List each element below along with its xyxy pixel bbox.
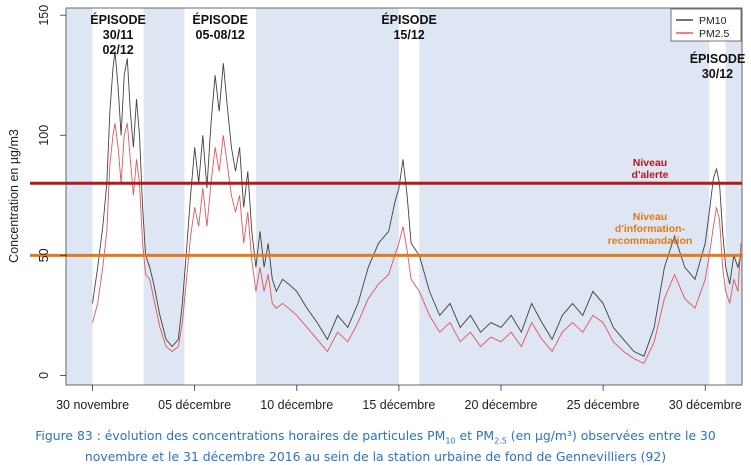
episode-band [709, 8, 726, 385]
figure-caption: Figure 83 : évolution des concentrations… [0, 428, 751, 465]
caption-part3: (en µg/m³) observées entre le 30 [506, 428, 716, 443]
episode-label: 02/12 [102, 43, 133, 57]
y-tick-label: 0 [37, 372, 51, 379]
x-tick-label: 30 novembre [56, 398, 129, 412]
caption-sub2: 2.5 [494, 436, 507, 446]
episode-label: 15/12 [393, 28, 424, 42]
pollution-chart: Niveaud'alerteNiveaud'information-recomm… [7, 5, 746, 412]
caption-line2: novembre et le 31 décembre 2016 au sein … [84, 449, 667, 465]
episode-band [398, 8, 420, 385]
y-tick-label: 150 [37, 5, 51, 26]
y-tick-label: 100 [37, 125, 51, 146]
threshold-label: Niveau [633, 211, 667, 223]
y-tick-label: 50 [37, 248, 51, 262]
x-tick-label: 05 décembre [158, 398, 231, 412]
legend-label: PM2.5 [699, 28, 730, 40]
threshold-label: d'alerte [632, 169, 669, 181]
caption-sub1: 10 [445, 436, 456, 446]
threshold-label: Niveau [633, 157, 667, 169]
episode-label: ÉPISODE [192, 12, 248, 27]
threshold-label: recommandation [608, 235, 693, 247]
episode-label: 30/11 [103, 28, 134, 42]
episode-label: ÉPISODE [381, 12, 437, 27]
series-line-pm25 [92, 123, 742, 364]
legend-box [670, 8, 742, 42]
caption-part2: et PM [455, 428, 495, 443]
x-tick-label: 30 décembre [669, 398, 742, 412]
x-tick-label: 25 décembre [567, 398, 640, 412]
episode-label: ÉPISODE [90, 12, 146, 27]
x-tick-label: 10 décembre [260, 398, 333, 412]
episode-label: 05-08/12 [196, 28, 245, 42]
x-tick-label: 15 décembre [362, 398, 435, 412]
y-axis-label: Concentration en µg/m3 [7, 129, 21, 263]
threshold-label: d'information- [615, 223, 686, 235]
episode-band [92, 8, 144, 385]
caption-part1: Figure 83 : évolution des concentrations… [35, 428, 446, 443]
series-line-pm10 [92, 51, 742, 357]
x-tick-label: 20 décembre [465, 398, 538, 412]
episode-label: 30/12 [702, 67, 733, 81]
episode-band [184, 8, 256, 385]
legend-label: PM10 [699, 15, 727, 27]
episode-label: ÉPISODE [690, 51, 746, 66]
plot-frame [65, 7, 743, 386]
